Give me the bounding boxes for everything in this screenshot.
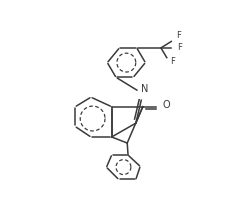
Text: N: N (141, 84, 148, 94)
Text: O: O (162, 100, 170, 110)
Text: F: F (176, 31, 181, 40)
Text: F: F (170, 57, 175, 66)
Text: F: F (178, 42, 183, 51)
